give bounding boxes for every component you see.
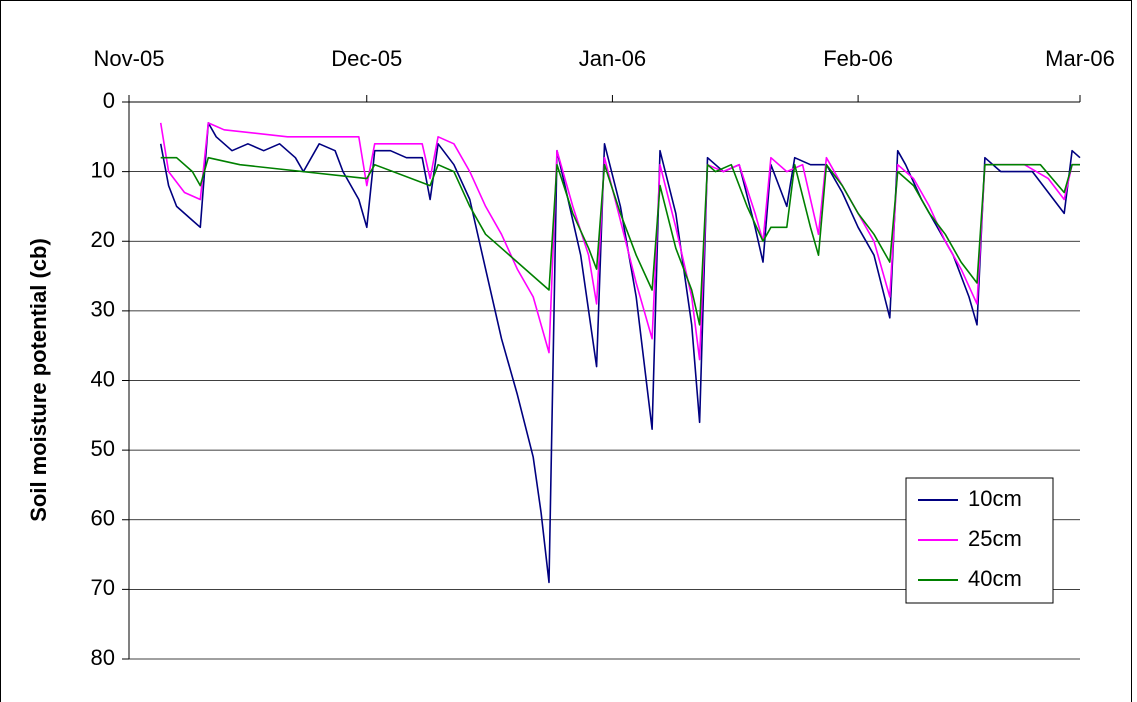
y-tick-label: 60 bbox=[91, 506, 115, 531]
y-tick-label: 20 bbox=[91, 227, 115, 252]
y-tick-label: 0 bbox=[103, 88, 115, 113]
x-tick-label: Nov-05 bbox=[94, 46, 165, 71]
legend-label: 40cm bbox=[968, 566, 1022, 591]
x-tick-label: Feb-06 bbox=[823, 46, 893, 71]
legend-label: 25cm bbox=[968, 526, 1022, 551]
y-tick-label: 50 bbox=[91, 436, 115, 461]
x-tick-label: Jan-06 bbox=[579, 46, 646, 71]
y-tick-label: 80 bbox=[91, 645, 115, 670]
y-tick-label: 40 bbox=[91, 366, 115, 391]
x-tick-label: Mar-06 bbox=[1045, 46, 1115, 71]
y-tick-label: 30 bbox=[91, 297, 115, 322]
series-line bbox=[160, 156, 1080, 326]
y-tick-label: 70 bbox=[91, 575, 115, 600]
x-tick-label: Dec-05 bbox=[331, 46, 402, 71]
y-axis-label: Soil moisture potential (cb) bbox=[26, 238, 51, 522]
y-tick-label: 10 bbox=[91, 157, 115, 182]
series-line bbox=[159, 122, 1080, 361]
legend-label: 10cm bbox=[968, 486, 1022, 511]
